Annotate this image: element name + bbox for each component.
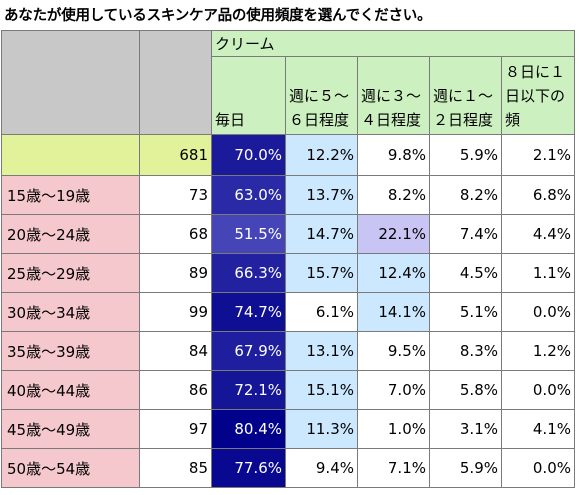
column-header: 週に５～６日程度: [285, 56, 358, 135]
row-label: 30歳～34歳: [1, 292, 140, 332]
heat-cell: 80.4%: [211, 409, 286, 449]
heat-cell: 63.0%: [211, 175, 286, 215]
table-row: 35歳～39歳 84 67.9% 13.1% 9.5% 8.3% 1.2%: [1, 331, 575, 371]
heat-cell: 14.7%: [285, 214, 358, 254]
heat-cell: 7.0%: [357, 370, 430, 410]
heat-cell: 15.7%: [285, 253, 358, 293]
row-n: 97: [139, 409, 212, 449]
heat-cell: 4.1%: [501, 409, 575, 449]
heat-cell: 11.3%: [285, 409, 358, 449]
row-label: 25歳～29歳: [1, 253, 140, 293]
heat-cell: 13.1%: [285, 331, 358, 371]
heat-cell: 77.6%: [211, 448, 286, 488]
column-header: 毎日: [211, 56, 286, 135]
heat-cell: 7.1%: [357, 448, 430, 488]
total-label: [1, 134, 140, 176]
table-row: 25歳～29歳 89 66.3% 15.7% 12.4% 4.5% 1.1%: [1, 253, 575, 293]
heat-cell: 9.4%: [285, 448, 358, 488]
group-header: クリーム: [211, 30, 575, 57]
column-header: ８日に１日以下の頻: [501, 56, 575, 135]
row-n: 84: [139, 331, 212, 371]
heat-cell: 8.3%: [429, 331, 502, 371]
table-row: 40歳～44歳 86 72.1% 15.1% 7.0% 5.8% 0.0%: [1, 370, 575, 410]
table-row: 15歳～19歳 73 63.0% 13.7% 8.2% 8.2% 6.8%: [1, 175, 575, 215]
heat-cell: 0.0%: [501, 370, 575, 410]
row-n: 89: [139, 253, 212, 293]
table-row: 20歳～24歳 68 51.5% 14.7% 22.1% 7.4% 4.4%: [1, 214, 575, 254]
page-title: あなたが使用しているスキンケア品の使用頻度を選んでください。: [4, 8, 432, 24]
heat-cell: 51.5%: [211, 214, 286, 254]
heat-cell: 4.5%: [429, 253, 502, 293]
column-header: 週に３～４日程度: [357, 56, 430, 135]
corner-cell: [1, 30, 140, 135]
row-n: 68: [139, 214, 212, 254]
column-header: 週に１～２日程度: [429, 56, 502, 135]
row-n: 85: [139, 448, 212, 488]
crosstab-table: クリーム 毎日 週に５～６日程度 週に３～４日程度 週に１～２日程度 ８日に１日…: [1, 30, 575, 488]
heat-cell: 1.2%: [501, 331, 575, 371]
heat-cell: 12.2%: [285, 134, 358, 176]
heat-cell: 22.1%: [357, 214, 430, 254]
heat-cell: 74.7%: [211, 292, 286, 332]
heat-cell: 15.1%: [285, 370, 358, 410]
heat-cell: 1.0%: [357, 409, 430, 449]
heat-cell: 6.8%: [501, 175, 575, 215]
row-label: 35歳～39歳: [1, 331, 140, 371]
row-label: 20歳～24歳: [1, 214, 140, 254]
heat-cell: 72.1%: [211, 370, 286, 410]
heat-cell: 2.1%: [501, 134, 575, 176]
heat-cell: 5.8%: [429, 370, 502, 410]
table-row: 30歳～34歳 99 74.7% 6.1% 14.1% 5.1% 0.0%: [1, 292, 575, 332]
heat-cell: 14.1%: [357, 292, 430, 332]
heat-cell: 5.9%: [429, 448, 502, 488]
total-row: 681 70.0% 12.2% 9.8% 5.9% 2.1%: [1, 134, 575, 176]
n-header-cell: [139, 30, 212, 135]
heat-cell: 66.3%: [211, 253, 286, 293]
heat-cell: 6.1%: [285, 292, 358, 332]
row-n: 73: [139, 175, 212, 215]
table-row: 45歳～49歳 97 80.4% 11.3% 1.0% 3.1% 4.1%: [1, 409, 575, 449]
total-n: 681: [139, 134, 212, 176]
table-row: 50歳～54歳 85 77.6% 9.4% 7.1% 5.9% 0.0%: [1, 448, 575, 488]
row-n: 86: [139, 370, 212, 410]
heat-cell: 7.4%: [429, 214, 502, 254]
heat-cell: 4.4%: [501, 214, 575, 254]
row-n: 99: [139, 292, 212, 332]
heat-cell: 13.7%: [285, 175, 358, 215]
row-label: 40歳～44歳: [1, 370, 140, 410]
heat-cell: 9.8%: [357, 134, 430, 176]
heat-cell: 5.1%: [429, 292, 502, 332]
heat-cell: 12.4%: [357, 253, 430, 293]
heat-cell: 8.2%: [357, 175, 430, 215]
row-label: 50歳～54歳: [1, 448, 140, 488]
row-label: 45歳～49歳: [1, 409, 140, 449]
heat-cell: 0.0%: [501, 448, 575, 488]
row-label: 15歳～19歳: [1, 175, 140, 215]
heat-cell: 5.9%: [429, 134, 502, 176]
heat-cell: 8.2%: [429, 175, 502, 215]
heat-cell: 67.9%: [211, 331, 286, 371]
heat-cell: 9.5%: [357, 331, 430, 371]
heat-cell: 1.1%: [501, 253, 575, 293]
heat-cell: 3.1%: [429, 409, 502, 449]
heat-cell: 0.0%: [501, 292, 575, 332]
heat-cell: 70.0%: [211, 134, 286, 176]
